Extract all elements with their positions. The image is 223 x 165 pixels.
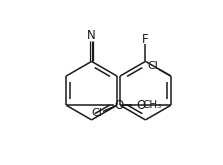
Text: N: N [87,30,96,42]
Text: CH₃: CH₃ [142,100,162,110]
Text: Cl: Cl [91,108,102,118]
Text: Cl: Cl [147,61,158,71]
Text: O: O [136,99,146,112]
Text: F: F [142,33,149,46]
Text: O: O [114,99,123,112]
